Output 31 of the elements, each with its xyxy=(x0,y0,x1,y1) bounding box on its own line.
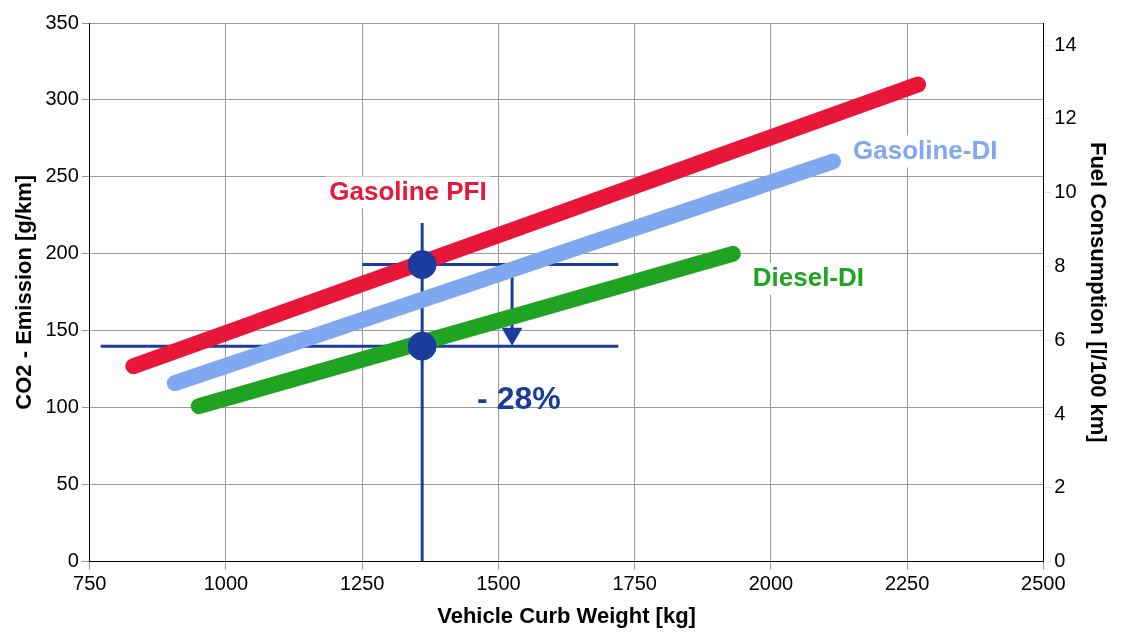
x-tick-label: 1750 xyxy=(612,572,657,595)
x-tick-label: 2000 xyxy=(748,572,794,595)
x-tick-label: 750 xyxy=(73,572,107,595)
y2-tick-label: 10 xyxy=(1054,180,1077,203)
y-axis-title: CO2 - Emission [g/km] xyxy=(11,174,37,410)
y2-tick-label: 14 xyxy=(1054,32,1077,55)
y2-tick-label: 6 xyxy=(1054,327,1066,350)
y-tick-label: 200 xyxy=(45,241,79,264)
series-label: Gasoline PFI xyxy=(329,175,487,206)
y-tick-label: 300 xyxy=(45,87,79,110)
series-label: Gasoline-DI xyxy=(853,134,998,165)
x-tick-label: 1000 xyxy=(203,572,249,595)
y-tick-label: 100 xyxy=(45,395,79,418)
y2-tick-label: 2 xyxy=(1054,475,1066,498)
x-tick-label: 1500 xyxy=(476,572,521,595)
y-tick-label: 350 xyxy=(45,10,79,33)
annotation: - 28% xyxy=(477,379,561,416)
y-tick-label: 0 xyxy=(67,549,79,572)
y2-tick-label: 4 xyxy=(1054,401,1066,424)
y-tick-label: 250 xyxy=(45,164,79,187)
x-tick-label: 2500 xyxy=(1021,572,1066,595)
y2-tick-label: 0 xyxy=(1054,549,1066,572)
x-axis-title: Vehicle Curb Weight [kg] xyxy=(437,602,696,628)
x-tick-label: 1250 xyxy=(339,572,385,595)
y2-tick-label: 8 xyxy=(1054,253,1066,276)
y2-tick-label: 12 xyxy=(1054,106,1077,129)
y-tick-label: 50 xyxy=(56,472,79,495)
y2-axis-title: Fuel Consumption [l/100 km] xyxy=(1085,141,1111,443)
y-tick-label: 150 xyxy=(45,318,79,341)
series-label: Diesel-DI xyxy=(752,262,865,292)
x-tick-label: 2250 xyxy=(884,572,930,595)
